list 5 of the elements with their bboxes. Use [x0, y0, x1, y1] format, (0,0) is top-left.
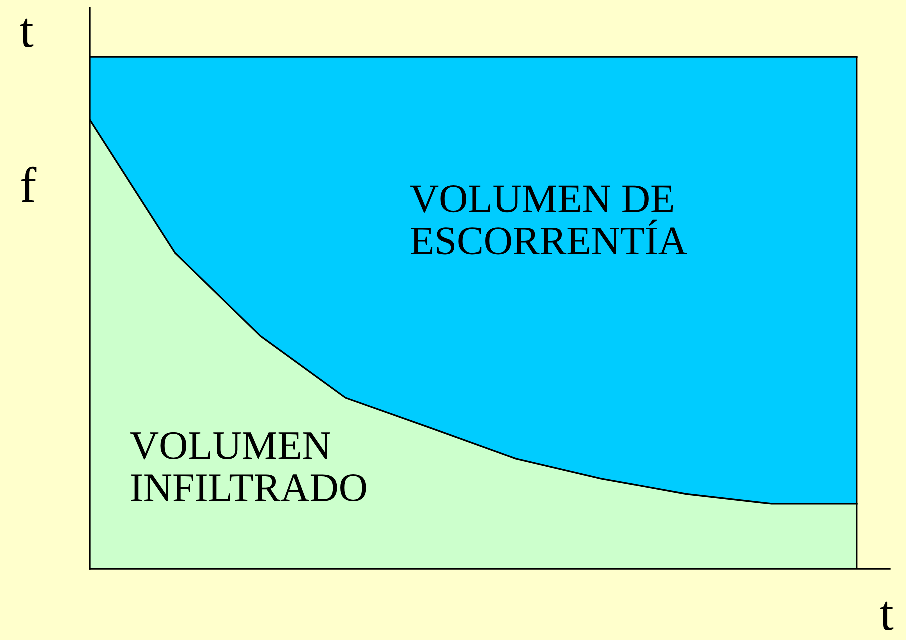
text: f [22, 166, 37, 202]
series-label: VOLUMEN DE ESCORRENTÍA [410, 186, 688, 255]
x-axis-title: t [880, 602, 894, 631]
y-axis-title: t [20, 18, 34, 48]
series-label: VOLUMEN INFILTRADO [130, 432, 366, 502]
